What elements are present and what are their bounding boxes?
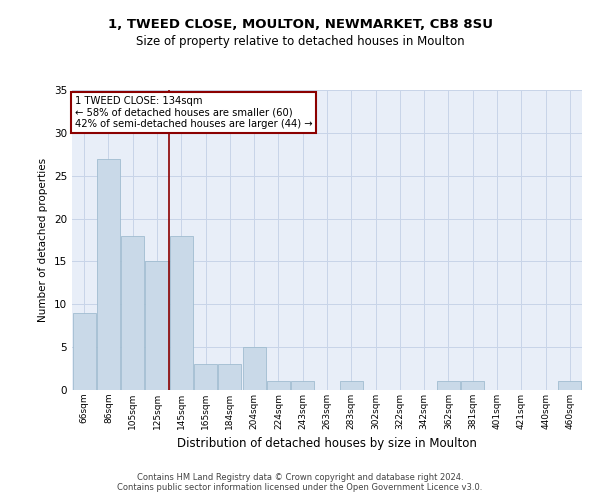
Text: Contains HM Land Registry data © Crown copyright and database right 2024.
Contai: Contains HM Land Registry data © Crown c… [118, 473, 482, 492]
Bar [267, 382, 290, 390]
Bar [242, 347, 266, 390]
Bar [121, 236, 144, 390]
Bar [437, 382, 460, 390]
Bar [170, 236, 193, 390]
X-axis label: Distribution of detached houses by size in Moulton: Distribution of detached houses by size … [177, 438, 477, 450]
Text: 1, TWEED CLOSE, MOULTON, NEWMARKET, CB8 8SU: 1, TWEED CLOSE, MOULTON, NEWMARKET, CB8 … [107, 18, 493, 30]
Bar [145, 262, 169, 390]
Bar [194, 364, 217, 390]
Bar [218, 364, 241, 390]
Bar [340, 382, 363, 390]
Bar [97, 158, 120, 390]
Bar [559, 382, 581, 390]
Text: Size of property relative to detached houses in Moulton: Size of property relative to detached ho… [136, 35, 464, 48]
Bar [73, 313, 95, 390]
Y-axis label: Number of detached properties: Number of detached properties [38, 158, 49, 322]
Text: 1 TWEED CLOSE: 134sqm
← 58% of detached houses are smaller (60)
42% of semi-deta: 1 TWEED CLOSE: 134sqm ← 58% of detached … [74, 96, 312, 129]
Bar [461, 382, 484, 390]
Bar [291, 382, 314, 390]
